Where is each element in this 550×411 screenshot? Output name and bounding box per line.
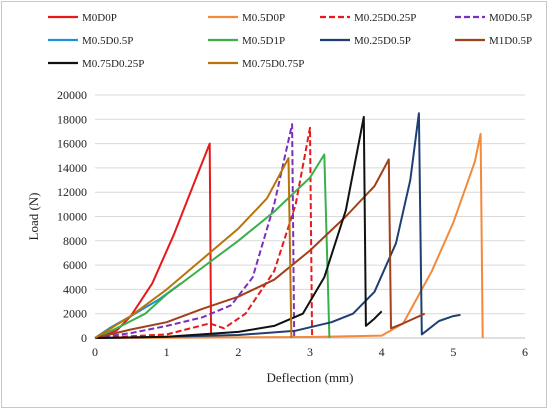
series-line xyxy=(94,158,426,339)
y-tick-label: 2000 xyxy=(63,307,87,321)
legend-label: M1D0.5P xyxy=(489,35,532,47)
series-line xyxy=(94,115,383,339)
x-tick-label: 1 xyxy=(164,345,170,359)
series-line xyxy=(94,126,314,339)
x-axis-label: Deflection (mm) xyxy=(267,370,354,385)
y-tick-label: 20000 xyxy=(57,88,87,102)
series-lines xyxy=(94,112,484,339)
y-tick-label: 18000 xyxy=(57,112,87,126)
legend-label: M0D0P xyxy=(82,12,117,24)
legend-label: M0.5D0P xyxy=(242,12,285,24)
legend-label: M0.25D0.5P xyxy=(354,35,411,47)
legend-label: M0.5D0.5P xyxy=(82,35,133,47)
y-tick-label: 10000 xyxy=(57,210,87,224)
x-tick-label: 3 xyxy=(307,345,313,359)
series-line xyxy=(94,123,296,339)
series-line xyxy=(94,153,331,339)
y-tick-label: 0 xyxy=(81,331,87,345)
legend-label: M0.5D1P xyxy=(242,35,285,47)
y-tick-label: 8000 xyxy=(63,234,87,248)
legend-label: M0.25D0.25P xyxy=(354,12,416,24)
x-tick-label: 2 xyxy=(235,345,241,359)
y-tick-label: 14000 xyxy=(57,161,87,175)
legend-label: M0D0.5P xyxy=(489,12,532,24)
x-tick-label: 6 xyxy=(522,345,528,359)
legend-label: M0.75D0.25P xyxy=(82,58,144,70)
y-tick-label: 6000 xyxy=(63,258,87,272)
tick-labels: 0 2000 4000 6000 8000 10000 12000 14000 16000 180… xyxy=(57,88,528,359)
x-tick-label: 0 xyxy=(92,345,98,359)
y-axis-label: Load (N) xyxy=(26,192,41,240)
legend-label: M0.75D0.75P xyxy=(242,58,304,70)
series-line xyxy=(94,157,293,339)
legend: M0D0P M0.5D0P M0.25D0.25P M0D0.5P M0.5D0.5P M… xyxy=(48,12,532,70)
y-tick-label: 12000 xyxy=(57,185,87,199)
y-tick-label: 4000 xyxy=(63,282,87,296)
series-line xyxy=(94,142,213,339)
series-line xyxy=(94,112,461,339)
x-tick-label: 5 xyxy=(450,345,456,359)
y-tick-label: 16000 xyxy=(57,137,87,151)
x-tick-label: 4 xyxy=(379,345,385,359)
